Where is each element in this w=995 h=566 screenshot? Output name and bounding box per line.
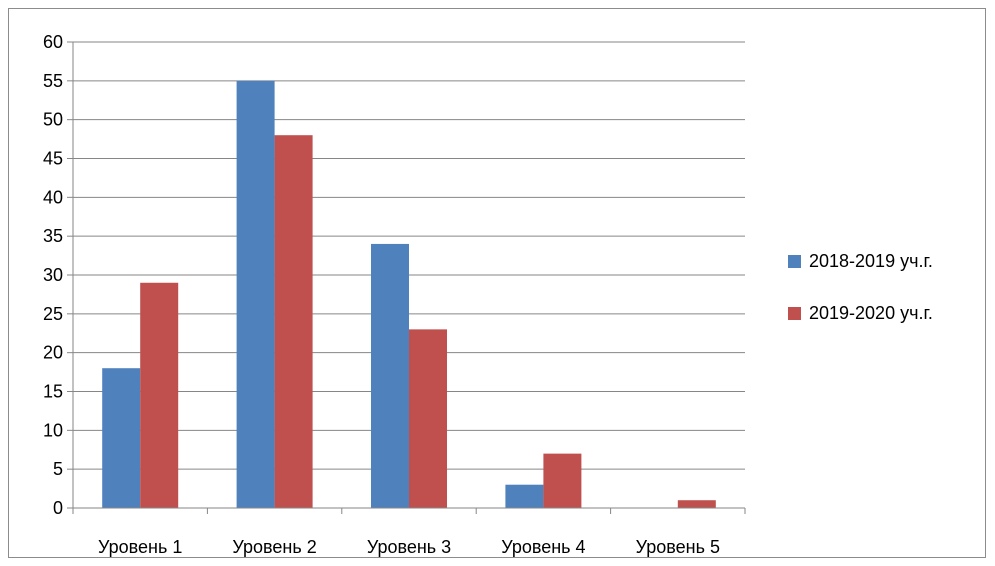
- y-tick-label: 60: [43, 32, 63, 52]
- x-tick-label: Уровень 2: [232, 537, 316, 557]
- bar-series-1: [371, 243, 409, 508]
- x-tick-label: Уровень 5: [636, 537, 720, 557]
- x-tick-label: Уровень 4: [501, 537, 585, 557]
- legend-swatch-series-2: [788, 306, 801, 320]
- y-tick-label: 35: [43, 226, 63, 246]
- y-tick-label: 55: [43, 71, 63, 91]
- y-tick-label: 5: [53, 459, 63, 479]
- bar-series-2: [543, 453, 582, 508]
- legend-label-series-1: 2018-2019 уч.г.: [809, 250, 933, 271]
- y-tick-label: 45: [43, 149, 63, 169]
- y-tick-label: 30: [43, 265, 63, 285]
- bar-series-1: [102, 368, 141, 508]
- y-tick-label: 25: [43, 304, 63, 324]
- legend-swatch-series-1: [788, 254, 801, 268]
- bar-series-2: [274, 135, 313, 508]
- y-tick-label: 10: [43, 420, 63, 440]
- y-tick-label: 15: [43, 382, 63, 402]
- x-tick-label: Уровень 1: [98, 537, 182, 557]
- y-tick-label: 20: [43, 343, 63, 363]
- chart-legend: 2018-2019 уч.г. 2019-2020 уч.г.: [788, 250, 933, 354]
- x-tick-label: Уровень 3: [367, 537, 451, 557]
- bar-series-1: [505, 484, 544, 508]
- y-tick-label: 40: [43, 187, 63, 207]
- legend-label-series-2: 2019-2020 уч.г.: [809, 302, 933, 323]
- y-tick-label: 50: [43, 110, 63, 130]
- y-tick-label: 0: [53, 498, 63, 518]
- legend-item-series-2: 2019-2020 уч.г.: [788, 302, 933, 324]
- bar-series-1: [236, 80, 275, 508]
- bar-series-2: [140, 282, 179, 508]
- legend-item-series-1: 2018-2019 уч.г.: [788, 250, 933, 272]
- bar-series-2: [409, 329, 447, 508]
- bar-series-2: [677, 500, 716, 508]
